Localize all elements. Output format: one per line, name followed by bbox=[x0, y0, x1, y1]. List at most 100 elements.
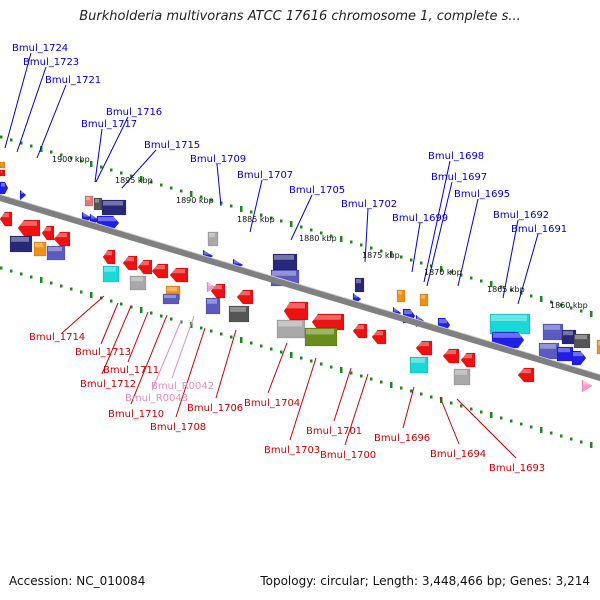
reverse-gene-glyph bbox=[460, 352, 476, 368]
backbone-group bbox=[0, 193, 600, 382]
reverse-gene-glyph bbox=[206, 281, 216, 293]
forward-gene-label-leader bbox=[457, 198, 479, 287]
scale-label: 1860 kbp bbox=[550, 301, 588, 310]
upper-tick-dot bbox=[0, 135, 3, 139]
lower-tick-dot bbox=[340, 367, 343, 373]
reverse-gene-glyph-shine bbox=[35, 243, 43, 248]
forward-gene-glyph bbox=[207, 231, 219, 247]
upper-tick-dot bbox=[40, 146, 43, 152]
lower-tick-dot bbox=[140, 307, 143, 313]
lower-tick-dot bbox=[10, 269, 13, 273]
upper-tick-dot bbox=[220, 201, 223, 205]
forward-gene-label-leader bbox=[95, 116, 129, 183]
forward-gene-label-leader bbox=[290, 194, 313, 241]
upper-tick-dot bbox=[310, 228, 313, 232]
lower-tick-dot bbox=[330, 365, 333, 369]
reverse-gene-glyph bbox=[442, 348, 460, 364]
forward-gene-label: Bmul_1721 bbox=[45, 75, 101, 86]
forward-gene-label-leader bbox=[426, 181, 453, 287]
scale-label: 1885 kbp bbox=[237, 215, 275, 224]
scale-label: 1865 kbp bbox=[487, 285, 525, 294]
upper-tick-dot bbox=[490, 281, 493, 287]
upper-tick-dot bbox=[420, 261, 423, 265]
lower-tick-dot bbox=[390, 382, 393, 388]
lower-tick-dot bbox=[40, 277, 43, 283]
lower-tick-dot bbox=[480, 410, 483, 414]
forward-gene-glyph-shine bbox=[563, 331, 573, 336]
reverse-gene-glyph bbox=[129, 275, 147, 291]
lower-tick-dot bbox=[310, 359, 313, 363]
forward-gene-glyph-shine bbox=[573, 352, 583, 357]
lower-tick-dot bbox=[170, 317, 173, 321]
lower-tick-dot bbox=[450, 401, 453, 405]
forward-gene-glyph bbox=[84, 195, 94, 207]
upper-tick-dot bbox=[360, 243, 363, 247]
upper-tick-dot bbox=[590, 311, 593, 317]
reverse-gene-glyph-shine bbox=[306, 329, 334, 335]
accession-label: Accession: bbox=[9, 574, 73, 588]
reverse-gene-glyph bbox=[169, 267, 189, 283]
reverse-gene-label: Bmul_1710 bbox=[108, 409, 164, 420]
upper-tick-dot bbox=[130, 174, 133, 178]
forward-gene-label-leader bbox=[36, 84, 67, 159]
reverse-gene-glyph bbox=[102, 249, 116, 265]
reverse-gene-label-leader bbox=[344, 373, 369, 446]
length-value: 3,448,466 bp bbox=[421, 574, 502, 588]
forward-gene-glyph-shine bbox=[209, 233, 215, 238]
forward-gene-label: Bmul_1697 bbox=[431, 172, 487, 183]
forward-gene-glyph bbox=[101, 199, 127, 216]
upper-tick-dot bbox=[570, 306, 573, 310]
upper-tick-dot bbox=[370, 246, 373, 250]
reverse-gene-glyph-shine bbox=[208, 283, 212, 286]
upper-tick-dot bbox=[410, 258, 413, 262]
lower-tick-dot bbox=[590, 442, 593, 448]
lower-tick-dot bbox=[200, 326, 203, 330]
forward-gene-glyph-shine bbox=[404, 310, 412, 315]
forward-gene-glyph-shine bbox=[1, 183, 5, 187]
upper-tick-dot bbox=[50, 150, 53, 154]
forward-gene-glyph bbox=[573, 333, 591, 349]
upper-tick-dot bbox=[400, 255, 403, 259]
reverse-gene-label-leader bbox=[456, 398, 517, 459]
reverse-gene-glyph-shine bbox=[212, 285, 222, 290]
forward-gene-label: Bmul_1702 bbox=[341, 199, 397, 210]
reverse-gene-glyph-shine bbox=[354, 325, 364, 330]
upper-tick-dot bbox=[530, 294, 533, 298]
topology-label: Topology: bbox=[260, 574, 317, 588]
upper-tick-dot bbox=[230, 204, 233, 208]
reverse-gene-glyph-shine bbox=[1, 213, 9, 218]
forward-gene-glyph-shine bbox=[439, 319, 447, 324]
reverse-gene-glyph bbox=[46, 245, 66, 261]
rna-gene-label-leader bbox=[151, 320, 182, 391]
forward-gene-glyph bbox=[19, 189, 27, 201]
upper-tick-dot bbox=[280, 219, 283, 223]
reverse-gene-glyph-shine bbox=[207, 299, 217, 304]
lower-tick-dot bbox=[70, 287, 73, 291]
upper-tick-dot bbox=[300, 225, 303, 229]
upper-tick-dot bbox=[460, 273, 463, 277]
forward-gene-glyph bbox=[489, 313, 531, 335]
lower-tick-dot bbox=[370, 377, 373, 381]
upper-tick-dot bbox=[70, 156, 73, 160]
forward-gene-glyph-shine bbox=[598, 341, 600, 346]
lower-tick-dot bbox=[260, 344, 263, 348]
upper-tick-dot bbox=[160, 183, 163, 187]
lower-tick-dot bbox=[500, 416, 503, 420]
reverse-gene-glyph-shine bbox=[313, 315, 341, 320]
upper-tick-dot bbox=[100, 165, 103, 169]
reverse-gene-glyph bbox=[415, 340, 433, 356]
lower-tick-dot bbox=[270, 347, 273, 351]
reverse-gene-glyph bbox=[228, 305, 250, 323]
lower-tick-dot bbox=[160, 314, 163, 318]
upper-tick-dot bbox=[550, 300, 553, 304]
upper-tick-dot bbox=[60, 153, 63, 157]
forward-gene-label-leader bbox=[216, 163, 222, 207]
upper-tick-dot bbox=[390, 251, 393, 257]
reverse-gene-glyph-shine bbox=[171, 269, 185, 274]
reverse-gene-glyph bbox=[102, 265, 120, 283]
lower-tick-dot bbox=[510, 419, 513, 423]
reverse-gene-glyph-shine bbox=[43, 227, 51, 232]
forward-gene-glyph-shine bbox=[394, 308, 398, 312]
upper-tick-dot bbox=[150, 180, 153, 184]
